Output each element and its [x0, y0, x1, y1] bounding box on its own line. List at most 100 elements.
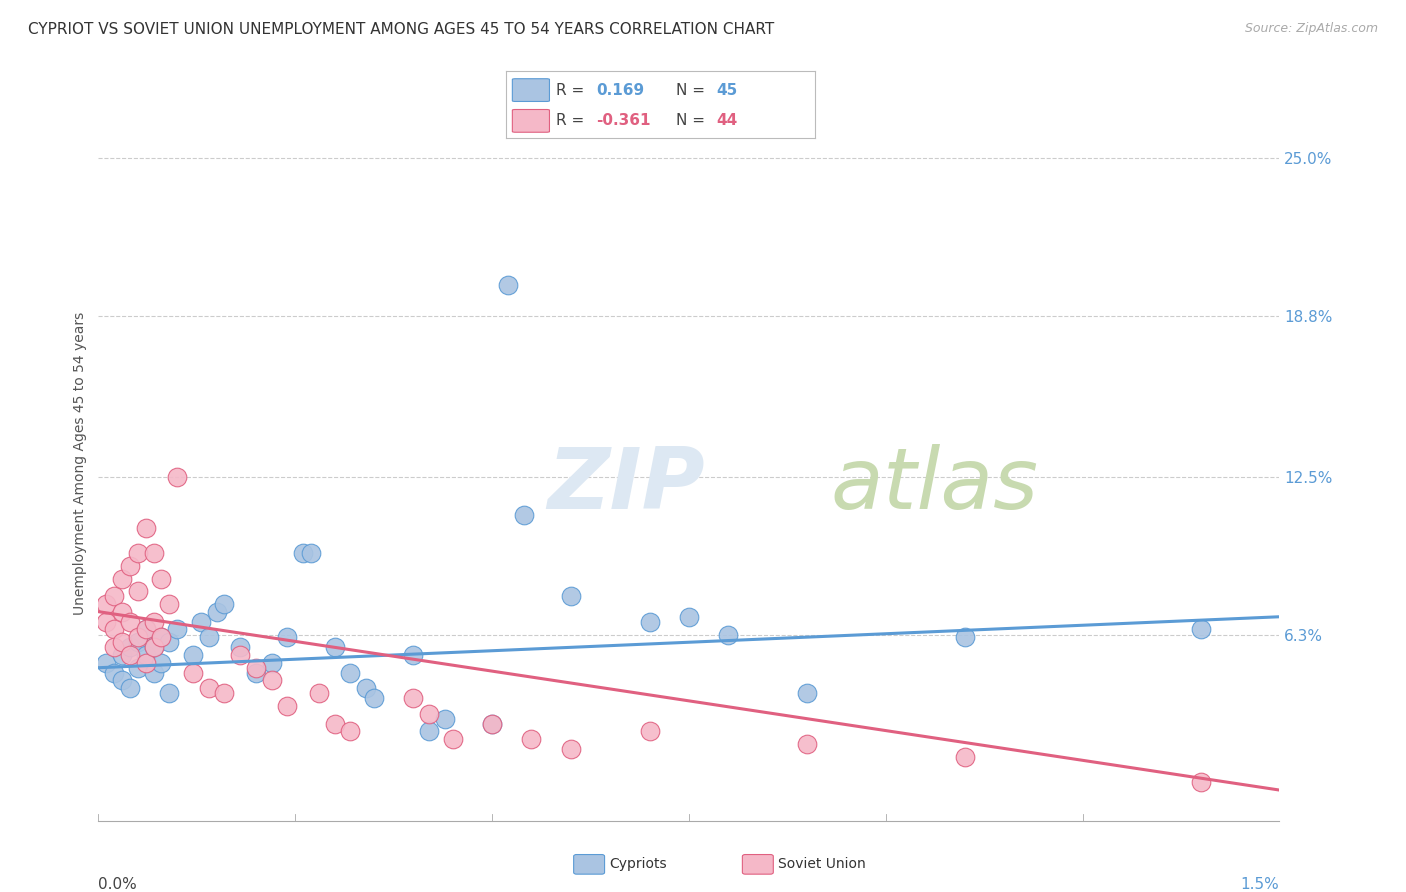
Point — [512, 508, 534, 522]
Point — [118, 648, 141, 662]
Point — [118, 681, 141, 695]
Text: Cypriots: Cypriots — [609, 857, 666, 871]
Point — [142, 546, 165, 560]
Point — [214, 686, 236, 700]
Point — [638, 724, 661, 739]
Point — [418, 706, 440, 721]
Point — [339, 724, 361, 739]
Point — [157, 635, 180, 649]
Point — [1189, 775, 1212, 789]
Text: 1.5%: 1.5% — [1240, 877, 1279, 892]
Point — [481, 716, 503, 731]
Text: Source: ZipAtlas.com: Source: ZipAtlas.com — [1244, 22, 1378, 36]
Point — [197, 630, 219, 644]
Point — [127, 661, 149, 675]
Text: 45: 45 — [717, 83, 738, 97]
Point — [96, 656, 118, 670]
Point — [560, 742, 582, 756]
Point — [96, 615, 118, 629]
Point — [363, 691, 385, 706]
Point — [339, 665, 361, 680]
Point — [323, 716, 346, 731]
Point — [135, 623, 157, 637]
Point — [142, 640, 165, 655]
Point — [214, 597, 236, 611]
Text: 0.169: 0.169 — [596, 83, 644, 97]
Point — [260, 656, 283, 670]
Point — [111, 648, 134, 662]
Point — [181, 665, 204, 680]
Point — [135, 656, 157, 670]
Point — [308, 686, 330, 700]
Point — [118, 558, 141, 573]
Point — [276, 630, 298, 644]
Point — [323, 640, 346, 655]
Point — [103, 590, 125, 604]
Point — [190, 615, 212, 629]
Text: ZIP: ZIP — [547, 443, 704, 527]
Point — [418, 724, 440, 739]
Point — [166, 469, 188, 483]
Point — [205, 605, 228, 619]
Point — [481, 716, 503, 731]
Point — [135, 520, 157, 534]
Point — [166, 623, 188, 637]
Text: N =: N = — [676, 113, 706, 128]
Point — [118, 615, 141, 629]
Point — [111, 635, 134, 649]
Point — [127, 630, 149, 644]
Point — [103, 640, 125, 655]
Text: atlas: atlas — [831, 443, 1039, 527]
Text: -0.361: -0.361 — [596, 113, 651, 128]
Point — [796, 737, 818, 751]
Point — [150, 630, 173, 644]
Point — [96, 597, 118, 611]
Point — [441, 732, 464, 747]
Text: 44: 44 — [717, 113, 738, 128]
Point — [127, 635, 149, 649]
Point — [953, 750, 976, 764]
Point — [229, 640, 252, 655]
Point — [560, 590, 582, 604]
Point — [118, 640, 141, 655]
Text: R =: R = — [555, 83, 583, 97]
Point — [245, 661, 267, 675]
Point — [402, 691, 425, 706]
Point — [150, 630, 173, 644]
Point — [127, 546, 149, 560]
Point — [260, 673, 283, 688]
Point — [433, 712, 456, 726]
Text: 0.0%: 0.0% — [98, 877, 138, 892]
Text: CYPRIOT VS SOVIET UNION UNEMPLOYMENT AMONG AGES 45 TO 54 YEARS CORRELATION CHART: CYPRIOT VS SOVIET UNION UNEMPLOYMENT AMO… — [28, 22, 775, 37]
FancyBboxPatch shape — [512, 110, 550, 132]
Point — [197, 681, 219, 695]
Text: Soviet Union: Soviet Union — [778, 857, 865, 871]
Text: R =: R = — [555, 113, 583, 128]
Point — [953, 630, 976, 644]
Point — [111, 605, 134, 619]
Point — [496, 278, 519, 293]
Point — [229, 648, 252, 662]
Point — [111, 673, 134, 688]
Point — [135, 623, 157, 637]
Point — [638, 615, 661, 629]
Point — [157, 686, 180, 700]
Point — [135, 648, 157, 662]
Point — [127, 584, 149, 599]
FancyBboxPatch shape — [512, 78, 550, 102]
Point — [245, 665, 267, 680]
Point — [299, 546, 322, 560]
Point — [142, 640, 165, 655]
Point — [276, 698, 298, 713]
Point — [678, 609, 700, 624]
Point — [292, 546, 315, 560]
Point — [150, 572, 173, 586]
Point — [150, 656, 173, 670]
Point — [142, 665, 165, 680]
Point — [1189, 623, 1212, 637]
Point — [796, 686, 818, 700]
Point — [402, 648, 425, 662]
Point — [103, 665, 125, 680]
Point — [354, 681, 377, 695]
Point — [520, 732, 543, 747]
